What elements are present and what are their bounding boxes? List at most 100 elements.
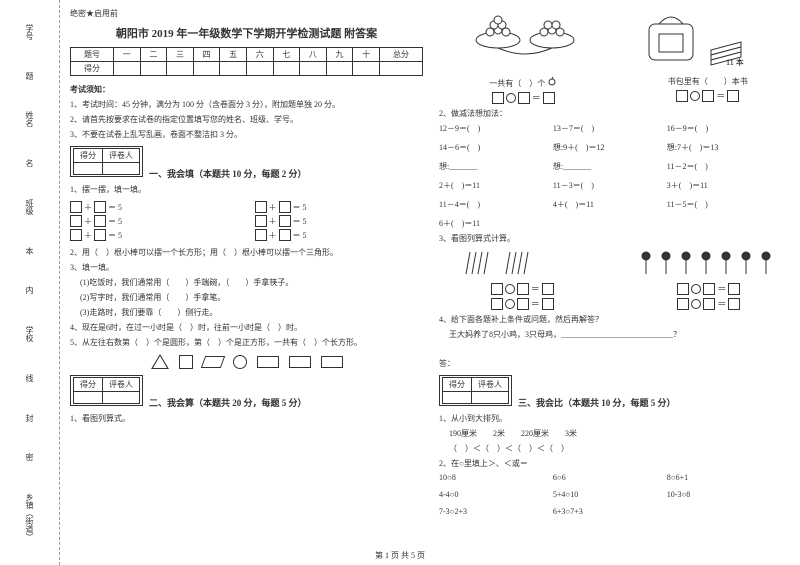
score-cell[interactable] — [193, 62, 220, 76]
score-header: 六 — [246, 48, 273, 62]
fill-box[interactable] — [94, 201, 106, 213]
fill-box[interactable] — [255, 229, 267, 241]
caption-2: 书包里有（ ）本书 — [668, 77, 748, 86]
op-circle[interactable] — [691, 299, 701, 309]
score-box-blank[interactable] — [103, 163, 140, 175]
calc-item: 13－7＝( ) — [553, 123, 659, 134]
parallelogram-icon — [200, 356, 224, 368]
score-header: 一 — [113, 48, 140, 62]
q1-2-text: 2、用（ ）根小棒可以摆一个长方形；用（ ）根小棒可以摆一个三角形。 — [70, 247, 423, 258]
calc-item: 想:7＋( )＝13 — [667, 142, 773, 153]
score-box-cell: 得分 — [443, 378, 472, 392]
cmp-item: 10-3○8 — [667, 490, 773, 499]
brushes-icon — [462, 248, 582, 278]
note-line: 1、考试时间：45 分钟，满分为 100 分（含卷面分 3 分），附加题单独 2… — [70, 99, 423, 110]
section-1-header: 得分评卷人 一、我会填（本题共 10 分，每题 2 分） — [70, 146, 423, 180]
score-header: 九 — [326, 48, 353, 62]
score-box-blank[interactable] — [103, 392, 140, 404]
q1-3-text: 3、填一填。 — [70, 262, 423, 273]
right-column: 11 本 一共有（ ）个 ＝ 书包里有（ ）本书 ＝ — [439, 8, 792, 545]
fill-box[interactable] — [492, 92, 504, 104]
fill-box[interactable] — [677, 298, 689, 310]
fill-box[interactable] — [677, 283, 689, 295]
score-cell[interactable] — [113, 62, 140, 76]
fill-box[interactable] — [491, 298, 503, 310]
score-header: 二 — [140, 48, 167, 62]
fill-box[interactable] — [542, 283, 554, 295]
left-column: 绝密★启用前 朝阳市 2019 年一年级数学下学期开学检测试题 附答案 题号 一… — [70, 8, 423, 545]
eq-value: 5 — [118, 217, 122, 226]
fill-box[interactable] — [676, 90, 688, 102]
fill-box[interactable] — [255, 201, 267, 213]
page-body: 绝密★启用前 朝阳市 2019 年一年级数学下学期开学检测试题 附答案 题号 一… — [70, 8, 792, 545]
fill-box[interactable] — [517, 283, 529, 295]
fill-box[interactable] — [491, 283, 503, 295]
eq-value: 5 — [118, 231, 122, 240]
cmp-item: 5+4○10 — [553, 490, 659, 499]
score-cell[interactable] — [353, 62, 380, 76]
fill-box[interactable] — [70, 229, 82, 241]
fill-box[interactable] — [727, 90, 739, 102]
op-circle[interactable] — [691, 284, 701, 294]
fill-box[interactable] — [279, 229, 291, 241]
cmp-item: 6+3○7+3 — [553, 507, 659, 516]
peach-icon — [547, 76, 557, 86]
score-header: 总分 — [379, 48, 422, 62]
fill-box[interactable] — [255, 215, 267, 227]
sidebar-hint: 题 — [24, 72, 35, 80]
op-circle[interactable] — [506, 93, 516, 103]
fill-box[interactable] — [703, 298, 715, 310]
fill-box[interactable] — [728, 283, 740, 295]
q2-4-body: 王大妈养了8只小鸡，3只母鸡，_________________________… — [439, 329, 792, 340]
score-box-blank[interactable] — [74, 392, 103, 404]
score-cell[interactable] — [300, 62, 327, 76]
op-circle[interactable] — [690, 91, 700, 101]
score-box-blank[interactable] — [443, 392, 472, 404]
calc-item: 11－3＝( ) — [553, 180, 659, 191]
score-cell[interactable] — [379, 62, 422, 76]
fill-box[interactable] — [70, 215, 82, 227]
score-box-blank[interactable] — [472, 392, 509, 404]
score-cell[interactable] — [167, 62, 194, 76]
calc-item: 想:_______ — [439, 161, 545, 172]
fill-box[interactable] — [70, 201, 82, 213]
score-box-blank[interactable] — [74, 163, 103, 175]
score-cell[interactable] — [326, 62, 353, 76]
score-cell[interactable] — [273, 62, 300, 76]
op-circle[interactable] — [505, 284, 515, 294]
fill-box[interactable] — [94, 229, 106, 241]
q1-3b-text: (2)写字时，我们通常用（ ）手拿笔。 — [70, 292, 423, 303]
fill-box[interactable] — [518, 92, 530, 104]
fill-box[interactable] — [94, 215, 106, 227]
fill-box[interactable] — [517, 298, 529, 310]
calc-item: 想:_______ — [553, 161, 659, 172]
q1-1-text: 1、摆一摆，填一填。 — [70, 184, 423, 195]
cmp-grid: 10○8 6○6 8○6+1 4-4○0 5+4○10 10-3○8 7-3○2… — [439, 473, 792, 516]
calc-item: 11－4＝( ) — [439, 199, 545, 210]
score-row-label: 得分 — [71, 62, 114, 76]
fill-box[interactable] — [279, 215, 291, 227]
illus-captions: 一共有（ ）个 ＝ 书包里有（ ）本书 ＝ — [439, 76, 792, 104]
fill-box[interactable] — [543, 92, 555, 104]
cmp-item: 10○8 — [439, 473, 545, 482]
fill-box[interactable] — [703, 283, 715, 295]
fill-box[interactable] — [728, 298, 740, 310]
op-circle[interactable] — [505, 299, 515, 309]
rectangle-icon — [321, 356, 343, 368]
q2-1-text: 1、看图列算式。 — [70, 413, 423, 424]
score-cell[interactable] — [246, 62, 273, 76]
calc-item: 14－6＝( ) — [439, 142, 545, 153]
fill-box[interactable] — [542, 298, 554, 310]
score-cell[interactable] — [220, 62, 247, 76]
sidebar-label: 学校 — [24, 326, 35, 342]
triangle-icon — [151, 354, 169, 369]
section-3-header: 得分评卷人 三、我会比（本题共 10 分，每题 5 分） — [439, 375, 792, 409]
books-caption: 11 本 — [726, 57, 744, 66]
fill-box[interactable] — [702, 90, 714, 102]
score-cell[interactable] — [140, 62, 167, 76]
fill-box[interactable] — [279, 201, 291, 213]
calc-item: 16－9＝( ) — [667, 123, 773, 134]
circle-icon — [233, 355, 247, 369]
shapes-row — [70, 354, 423, 369]
secret-label: 绝密★启用前 — [70, 8, 423, 19]
